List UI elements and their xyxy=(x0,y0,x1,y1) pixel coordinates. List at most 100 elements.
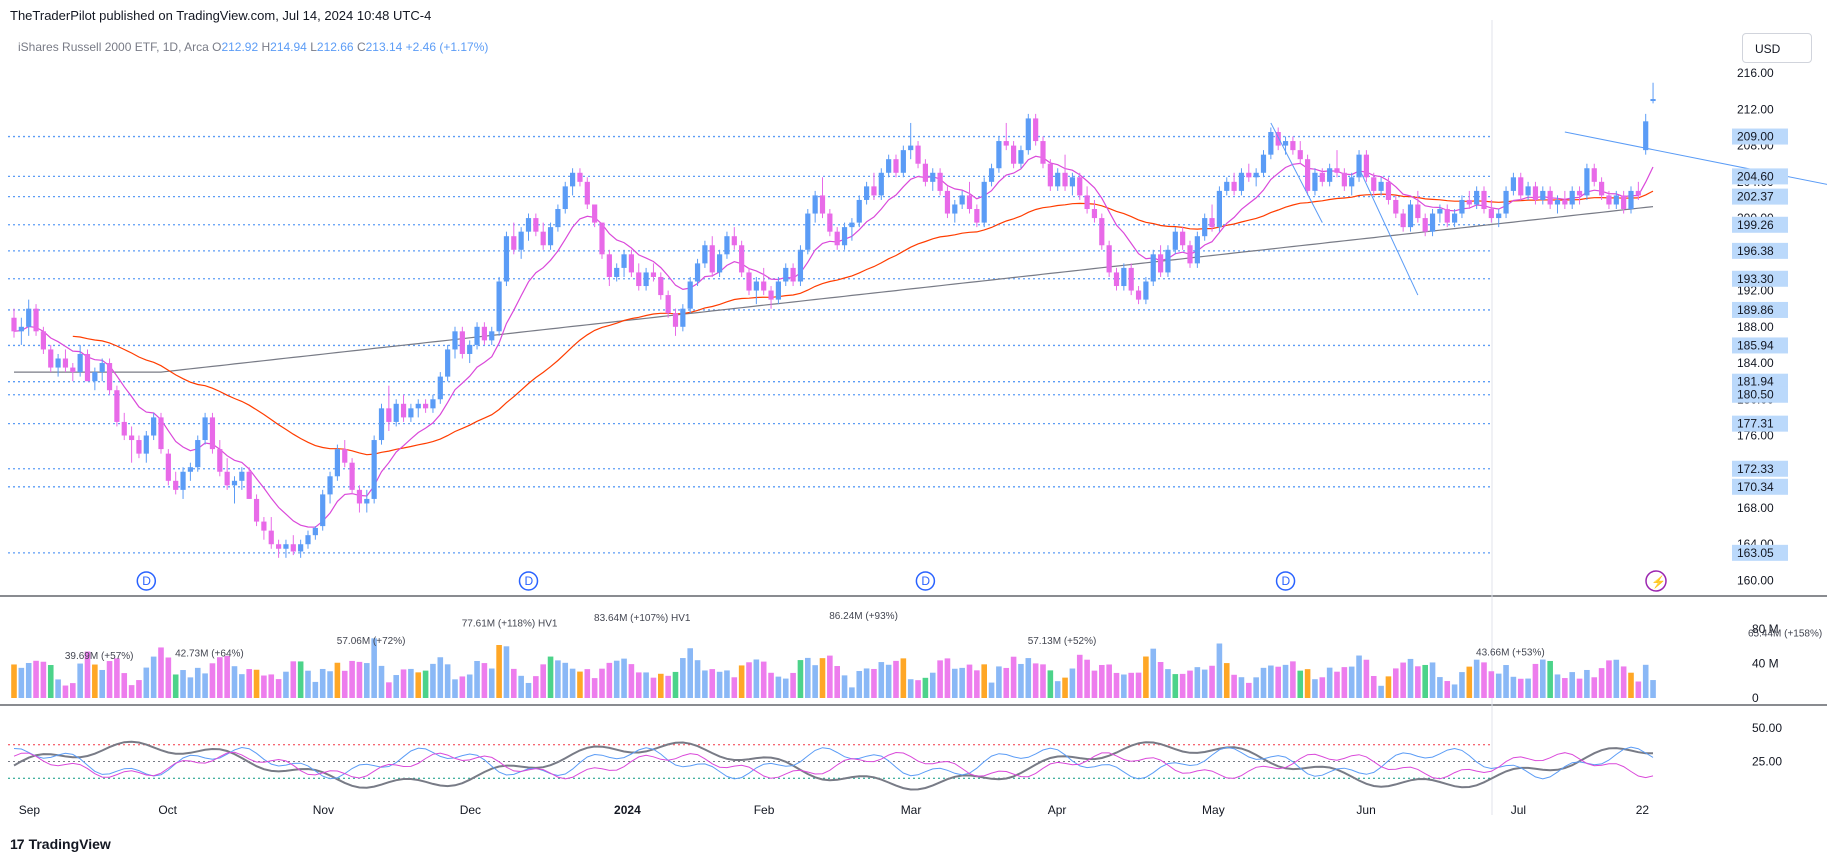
candle-body xyxy=(349,462,355,490)
candle-body xyxy=(327,476,333,495)
volume-annotation: 77.61M (+118%) HV1 xyxy=(462,618,558,629)
volume-bar xyxy=(305,670,311,698)
candle-body xyxy=(856,199,862,223)
volume-bar xyxy=(1466,666,1473,698)
volume-bar xyxy=(1584,669,1590,698)
candle-body xyxy=(217,449,223,472)
minus-di-line xyxy=(13,751,1654,780)
volume-bar xyxy=(1363,659,1370,698)
volume-bar xyxy=(1172,674,1179,698)
candle-body xyxy=(731,236,737,246)
candle-body xyxy=(864,186,870,200)
volume-bar xyxy=(356,661,363,698)
volume-bar xyxy=(172,674,179,698)
candle-body xyxy=(1363,154,1369,178)
candle-body xyxy=(459,331,465,354)
volume-bar xyxy=(1091,670,1098,698)
time-axis: Sep Oct Nov Dec 2024 Feb Mar Apr May Jun Jul 22 xyxy=(19,803,1650,817)
volume-annotation: 86.24M (+93%) xyxy=(829,611,898,622)
candle-body xyxy=(694,263,701,282)
volume-bar xyxy=(724,670,730,698)
volume-bar xyxy=(1525,678,1531,698)
candle-body xyxy=(805,213,811,250)
candle-body xyxy=(592,204,598,223)
candle-body xyxy=(1481,190,1487,210)
candle-body xyxy=(753,281,759,291)
candle-body xyxy=(996,141,1002,169)
volume-bar xyxy=(929,672,936,698)
candle-body xyxy=(1025,118,1031,151)
candle-body xyxy=(1055,172,1061,187)
volume-bar xyxy=(511,668,517,698)
level-label-bg xyxy=(1732,270,1788,287)
dividend-marker xyxy=(1275,571,1296,591)
volume-bar xyxy=(1407,658,1414,698)
dividend-marker-label: D xyxy=(142,574,151,588)
volume-bar xyxy=(459,676,466,698)
candle-body xyxy=(239,471,245,481)
volume-annotation: 65.44M (+158%) xyxy=(1748,629,1822,640)
candle-body xyxy=(746,272,752,291)
candle-body xyxy=(665,295,671,314)
volume-bar xyxy=(1348,666,1355,698)
candle-body xyxy=(231,480,238,486)
candle-body xyxy=(1466,199,1472,205)
candle-body xyxy=(1444,209,1450,223)
candle-body xyxy=(1606,195,1612,205)
candle-body xyxy=(290,544,296,552)
ema-mid-line xyxy=(72,190,1654,456)
volume-bar xyxy=(194,667,201,698)
volume-bar xyxy=(40,661,47,698)
volume-bar xyxy=(702,670,708,698)
time-tick: Jun xyxy=(1356,803,1375,817)
level-label: 196.38 xyxy=(1737,244,1774,258)
candle-body xyxy=(298,544,304,552)
candle-body xyxy=(1180,231,1186,246)
candle-body xyxy=(1562,199,1568,205)
volume-bar xyxy=(1121,674,1127,698)
level-label-bg xyxy=(1732,216,1788,233)
candle-body xyxy=(121,421,127,436)
volume-bar xyxy=(790,672,796,698)
candle-body xyxy=(1371,177,1377,191)
candle-body xyxy=(1621,195,1627,210)
level-label-bg xyxy=(1732,460,1788,477)
level-label: 189.86 xyxy=(1737,303,1774,317)
price-tick: 216.00 xyxy=(1737,66,1774,80)
legend-part: 212.92 xyxy=(221,40,261,54)
volume-bar xyxy=(503,646,510,698)
volume-bar xyxy=(1451,684,1458,698)
candle-body xyxy=(1091,209,1098,219)
level-label: 202.37 xyxy=(1737,190,1774,204)
candle-body xyxy=(672,313,679,327)
candle-body xyxy=(621,254,627,268)
volume-bar xyxy=(584,669,591,698)
volume-bar xyxy=(466,674,473,698)
volume-bar xyxy=(1304,669,1311,698)
candle-body xyxy=(944,190,951,214)
level-label: 185.94 xyxy=(1737,338,1774,352)
candle-body xyxy=(1650,99,1656,102)
candle-body xyxy=(636,272,642,287)
candle-body xyxy=(224,471,230,486)
volume-bar xyxy=(1076,654,1083,698)
candle-body xyxy=(658,276,664,296)
candle-body xyxy=(415,403,421,409)
volume-bar xyxy=(643,672,649,698)
candle-body xyxy=(555,209,561,228)
candle-body xyxy=(1194,236,1200,264)
candle-body xyxy=(687,281,693,309)
candle-body xyxy=(1327,168,1333,182)
candle-body xyxy=(312,527,318,536)
candle-body xyxy=(1187,245,1193,264)
candle-body xyxy=(393,403,399,422)
candle-body xyxy=(871,186,877,196)
volume-bar xyxy=(1422,664,1428,698)
volume-bar xyxy=(312,681,319,698)
currency-selector[interactable]: USD xyxy=(1742,33,1812,63)
volume-bar xyxy=(62,685,69,698)
candle-body xyxy=(1334,168,1340,173)
volume-bar xyxy=(217,657,223,698)
volume-bar xyxy=(275,679,282,698)
